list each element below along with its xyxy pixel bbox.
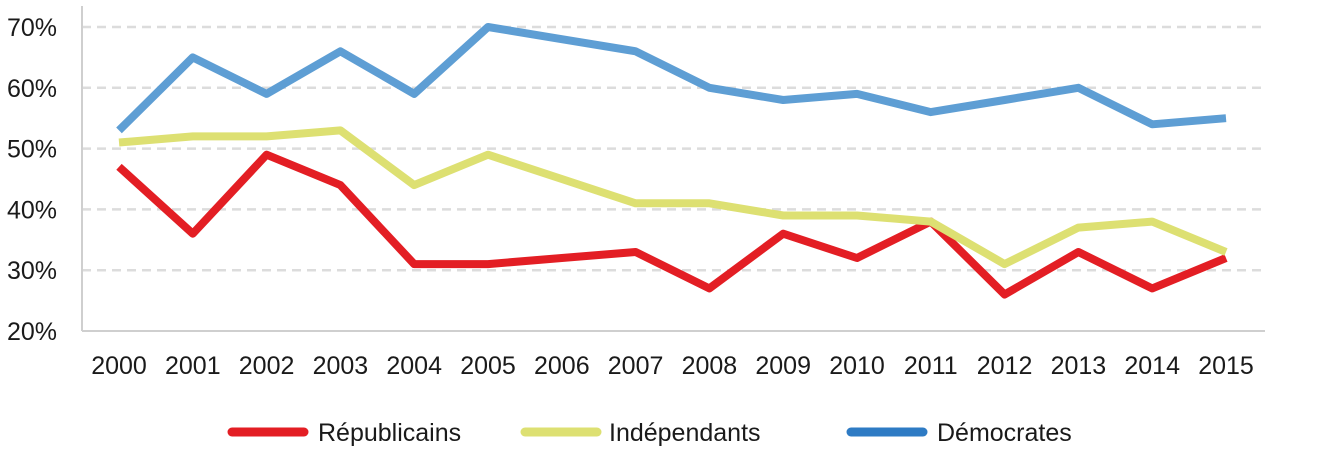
x-tick-label: 2002 — [239, 352, 295, 380]
y-tick-label: 50% — [7, 136, 57, 164]
axes — [81, 6, 1265, 332]
series-lines — [116, 23, 1228, 299]
x-tick-label: 2010 — [829, 352, 885, 380]
grid-lines — [82, 25, 1265, 272]
y-tick-label: 40% — [7, 196, 57, 224]
legend-label: Indépendants — [609, 419, 761, 447]
y-tick-label: 30% — [7, 257, 57, 285]
x-tick-label: 2006 — [534, 352, 590, 380]
y-tick-label: 60% — [7, 75, 57, 103]
series-line-1 — [118, 126, 1228, 269]
x-tick-label: 2015 — [1198, 352, 1254, 380]
x-tick-label: 2000 — [91, 352, 147, 380]
series-line-2 — [116, 23, 1227, 134]
legend-label: Démocrates — [937, 419, 1072, 447]
series-line-0 — [116, 150, 1228, 299]
y-tick-label: 20% — [7, 318, 57, 346]
x-tick-label: 2014 — [1124, 352, 1180, 380]
legend: Républicains Indépendants Démocrates — [227, 419, 1072, 447]
y-axis-tick-labels: 20% 30% 40% 50% 60% 70% — [7, 14, 57, 346]
x-tick-label: 2004 — [386, 352, 442, 380]
x-axis-tick-labels: 2000 2001 2002 2003 2004 2005 2006 2007 2008 2009… — [91, 352, 1254, 380]
x-tick-label: 2011 — [904, 352, 958, 380]
x-tick-label: 2012 — [977, 352, 1033, 380]
x-tick-label: 2007 — [608, 352, 664, 380]
x-tick-label: 2009 — [755, 352, 811, 380]
y-tick-label: 70% — [7, 14, 57, 42]
x-tick-label: 2003 — [313, 352, 369, 380]
x-tick-label: 2005 — [460, 352, 516, 380]
legend-label: Républicains — [318, 419, 461, 447]
x-tick-label: 2001 — [165, 352, 221, 380]
x-tick-label: 2013 — [1051, 352, 1107, 380]
x-tick-label: 2008 — [682, 352, 738, 380]
